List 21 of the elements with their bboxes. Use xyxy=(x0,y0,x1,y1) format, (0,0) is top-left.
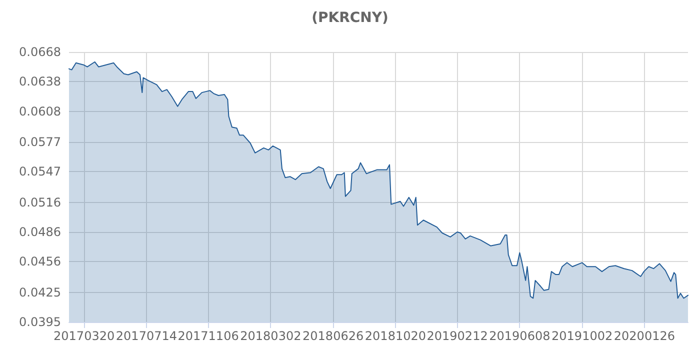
y-tick-label: 0.0577 xyxy=(19,135,61,149)
y-tick-label: 0.0456 xyxy=(19,254,61,269)
y-tick-label: 0.0668 xyxy=(19,45,61,59)
x-tick-label: 20180626 xyxy=(302,329,364,343)
x-tick-label: 20170714 xyxy=(116,329,177,343)
x-tick-label: 20181020 xyxy=(364,329,426,343)
y-tick-label: 0.0608 xyxy=(19,104,61,118)
chart-title: (PKRCNY) xyxy=(312,10,388,26)
y-tick-label: 0.0516 xyxy=(19,195,61,210)
x-tick-label: 20171106 xyxy=(178,329,239,343)
x-tick-label: 20190212 xyxy=(426,329,488,343)
y-tick-label: 0.0425 xyxy=(19,285,61,300)
x-tick-label: 20170320 xyxy=(54,329,115,343)
x-tick-label: 20190608 xyxy=(489,329,550,343)
y-tick-label: 0.0638 xyxy=(19,74,61,89)
y-tick-label: 0.0486 xyxy=(19,225,61,239)
y-tick-label: 0.0547 xyxy=(19,164,61,179)
y-tick-label: 0.0395 xyxy=(19,315,61,329)
x-tick-label: 20180302 xyxy=(240,329,302,343)
x-tick-label: 20191002 xyxy=(552,329,613,343)
x-tick-label: 20200126 xyxy=(614,329,675,343)
